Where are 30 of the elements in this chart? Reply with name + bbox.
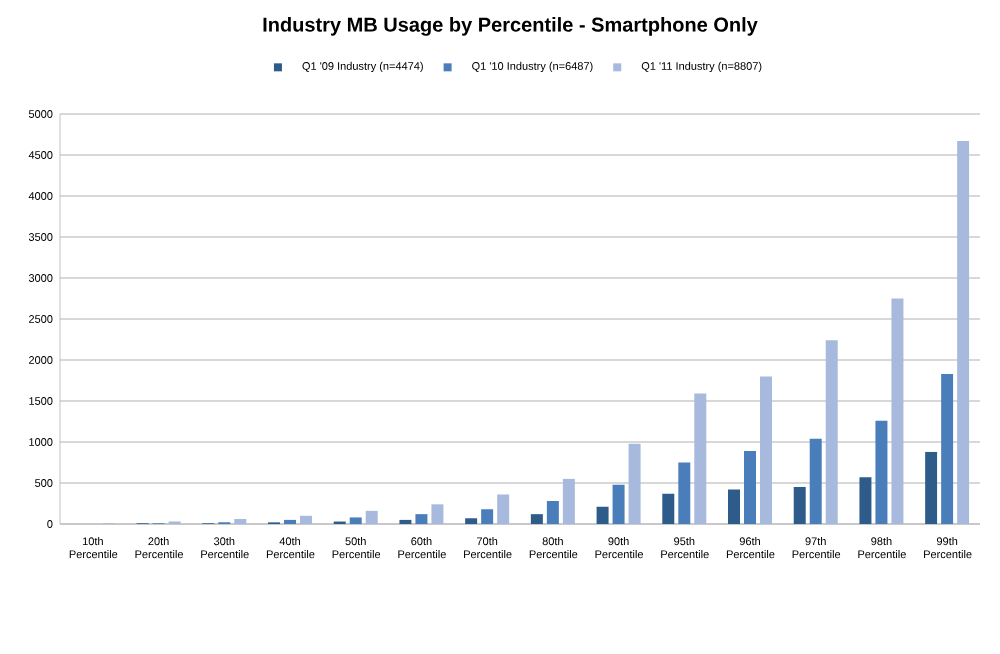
bar [530, 514, 543, 524]
bar [546, 501, 559, 524]
bar [728, 489, 741, 524]
bar [744, 451, 756, 524]
bar [793, 487, 806, 524]
bar [678, 462, 691, 524]
bar [415, 514, 428, 524]
bar [809, 438, 822, 524]
bar [481, 509, 494, 524]
bar [825, 340, 838, 524]
bar [497, 494, 510, 524]
bar [596, 506, 609, 524]
bar [612, 484, 625, 524]
bar [859, 477, 872, 524]
bar [465, 518, 478, 524]
bar [941, 373, 954, 524]
bar [562, 478, 575, 524]
bar [957, 141, 970, 524]
bar [431, 504, 444, 524]
bar [662, 493, 675, 524]
chart-title: Industry MB Usage by Percentile - Smartphone Only [263, 17, 758, 36]
bar [891, 298, 904, 524]
bar [300, 515, 312, 524]
bar [760, 376, 773, 524]
bar [875, 420, 888, 524]
bar [365, 510, 378, 524]
bar [694, 393, 707, 524]
bar [628, 443, 641, 524]
bar [349, 517, 362, 524]
bar [925, 451, 938, 524]
